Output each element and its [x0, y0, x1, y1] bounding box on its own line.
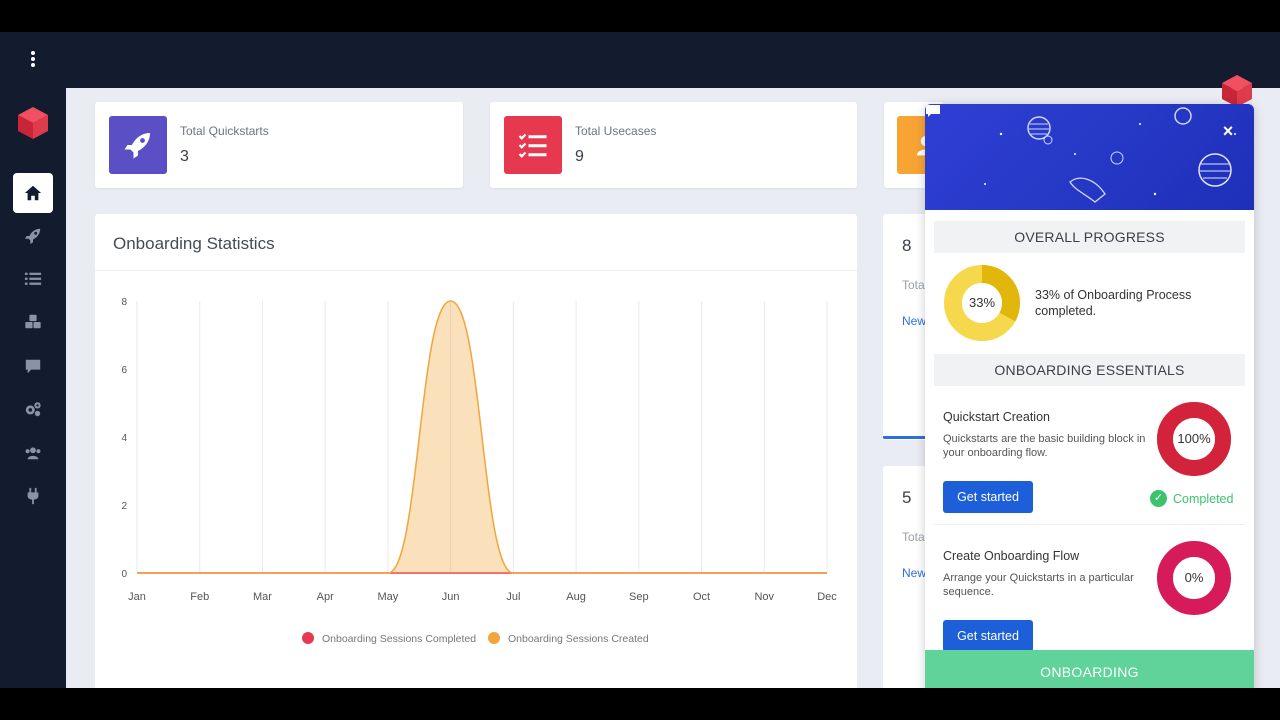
divider — [934, 524, 1245, 525]
get-started-button[interactable]: Get started — [943, 481, 1033, 513]
stat-value: 3 — [180, 148, 189, 165]
right-card-value: 8 — [902, 236, 912, 255]
x-tick-label: Jul — [506, 591, 520, 603]
onboarding-footer-button[interactable]: ONBOARDING — [925, 650, 1254, 688]
right-card-subtitle: Tota — [902, 530, 925, 544]
series-line — [137, 300, 827, 574]
top-bar — [66, 32, 1280, 88]
plug-icon — [27, 487, 39, 505]
essential-description: Arrange your Quickstarts in a particular… — [943, 572, 1134, 598]
x-tick-label: Apr — [317, 591, 334, 603]
legend-label: Onboarding Sessions Completed — [322, 633, 476, 645]
onboarding-panel: × OVERALL PROGRESS 33% 33% of Onboarding… — [925, 104, 1254, 688]
stat-icon-box — [504, 116, 562, 174]
app-logo-icon[interactable] — [17, 106, 49, 140]
essential-title: Quickstart Creation — [943, 410, 1050, 424]
overall-progress-ring — [944, 265, 1020, 341]
y-tick-label: 2 — [121, 501, 127, 512]
x-tick-label: Dec — [817, 591, 837, 603]
onboarding-chart: Jan Feb Mar Apr May Jun Jul Aug Sep Oct Nov Dec 0 2 4 6… — [121, 297, 837, 645]
home-icon — [24, 185, 42, 201]
kebab-menu-icon[interactable] — [27, 50, 39, 70]
rocket-icon — [24, 228, 41, 245]
essential-description: Quickstarts are the basic building block… — [943, 433, 1146, 459]
brand-logo-icon — [1222, 75, 1252, 107]
users-icon — [25, 447, 41, 460]
gears-icon — [25, 402, 41, 417]
y-tick-label: 6 — [121, 365, 127, 376]
panel-header: × — [925, 104, 1254, 210]
sidebar — [0, 32, 66, 688]
divider — [95, 270, 857, 271]
onboarding-essentials-heading: ONBOARDING ESSENTIALS — [934, 354, 1245, 386]
get-started-button[interactable]: Get started — [943, 620, 1033, 652]
overall-progress-text: 33% of Onboarding Process completed. — [1035, 288, 1192, 318]
app-screen: Total Quickstarts 3 Total Usecases 9 Onb… — [0, 32, 1280, 688]
legend-swatch — [488, 632, 500, 644]
stat-value: 9 — [575, 148, 584, 165]
progress-underline — [883, 436, 943, 439]
legend-swatch — [302, 632, 314, 644]
x-tick-label: Jun — [442, 591, 460, 603]
sidebar-item-settings[interactable] — [13, 389, 53, 429]
sidebar-item-usecases[interactable] — [13, 259, 53, 299]
y-tick-label: 8 — [121, 297, 127, 308]
x-tick-label: Oct — [693, 591, 710, 603]
overall-progress-heading: OVERALL PROGRESS — [934, 221, 1245, 253]
comment-icon — [25, 359, 41, 374]
essential-title: Create Onboarding Flow — [943, 549, 1080, 563]
x-tick-label: Sep — [629, 591, 649, 603]
quickstart-progress-percent: 100% — [1177, 431, 1211, 446]
cubes-icon — [25, 314, 41, 329]
check-circle-icon: ✓ — [1150, 490, 1167, 507]
right-card-link[interactable]: New — [902, 314, 927, 328]
sidebar-item-users[interactable] — [13, 433, 53, 473]
right-card-link[interactable]: New — [902, 566, 927, 580]
checklist-icon — [518, 133, 547, 158]
chat-icon[interactable] — [925, 104, 941, 118]
sidebar-item-home[interactable] — [13, 173, 53, 213]
y-tick-label: 4 — [121, 433, 127, 444]
list-icon — [24, 272, 42, 285]
stat-label: Total Quickstarts — [180, 124, 269, 138]
sidebar-item-blocks[interactable] — [13, 302, 53, 342]
stat-card-usecases[interactable]: Total Usecases 9 — [490, 102, 857, 188]
legend-label: Onboarding Sessions Created — [508, 633, 649, 645]
space-illustration-icon — [984, 107, 1236, 203]
x-tick-label: Aug — [566, 591, 586, 603]
stat-label: Total Usecases — [575, 124, 657, 138]
onboarding-statistics-card: Onboarding Statistics Jan Feb Mar Apr May Jun… — [95, 214, 857, 688]
right-card-subtitle: Tota — [902, 278, 925, 292]
onboarding-flow-progress-ring — [1157, 541, 1231, 615]
x-tick-label: Nov — [754, 591, 774, 603]
sidebar-item-messages[interactable] — [13, 346, 53, 386]
stat-icon-box — [109, 116, 167, 174]
sidebar-item-quickstarts[interactable] — [13, 216, 53, 256]
chart-title: Onboarding Statistics — [113, 234, 275, 253]
x-tick-label: May — [378, 591, 399, 603]
x-tick-label: Feb — [190, 591, 209, 603]
quickstart-progress-ring — [1157, 402, 1231, 476]
completed-status: ✓ Completed — [1150, 490, 1233, 507]
overall-progress-percent: 33% — [968, 295, 996, 310]
sidebar-item-integrations[interactable] — [13, 476, 53, 516]
stat-card-quickstarts[interactable]: Total Quickstarts 3 — [95, 102, 463, 188]
y-tick-label: 0 — [121, 569, 127, 580]
close-button[interactable]: × — [1222, 121, 1234, 141]
status-label: Completed — [1173, 491, 1234, 506]
rocket-icon — [124, 133, 150, 159]
right-card-value: 5 — [902, 488, 912, 507]
x-tick-label: Mar — [253, 591, 272, 603]
onboarding-flow-progress-percent: 0% — [1184, 570, 1204, 585]
x-tick-label: Jan — [128, 591, 146, 603]
